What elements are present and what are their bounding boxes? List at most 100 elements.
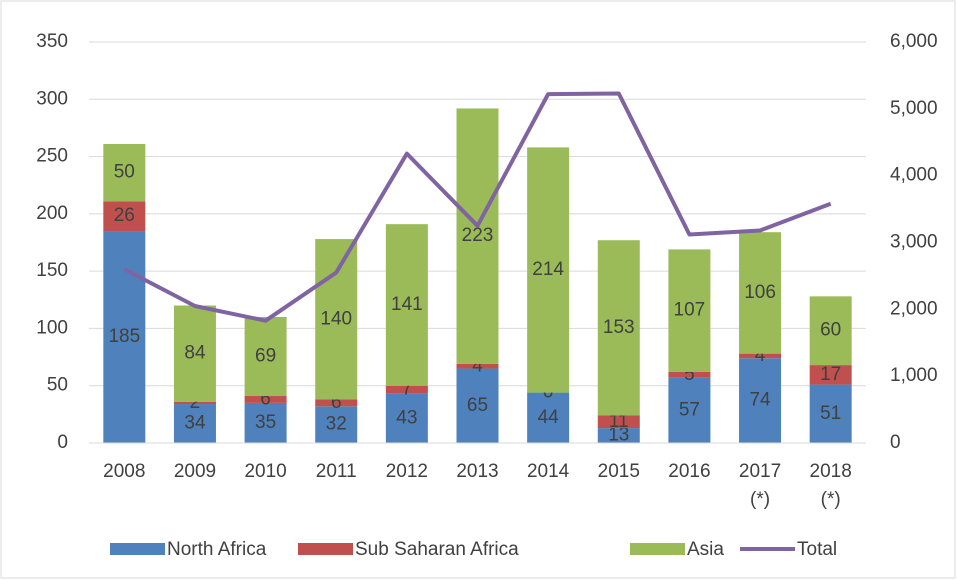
- x-tick-label: 2008: [103, 461, 145, 482]
- bar-segment: [103, 231, 146, 443]
- bar-segment: [809, 296, 852, 366]
- data-label: 4: [755, 345, 766, 366]
- data-label: 214: [532, 259, 564, 280]
- bar-segment: [668, 249, 711, 372]
- data-label: 6: [331, 392, 342, 413]
- data-label: 107: [674, 300, 706, 321]
- x-tick-label: 2016: [668, 461, 710, 482]
- data-label: 11: [609, 411, 629, 432]
- data-label: 60: [820, 320, 841, 341]
- x-tick-label-line: 2017: [739, 461, 781, 482]
- x-tick-label-line: 2016: [668, 461, 710, 482]
- x-tick-label: 2010: [244, 461, 286, 482]
- y-tick-label: 150: [36, 260, 68, 281]
- x-tick-label: 2017 (*): [739, 461, 781, 510]
- y-tick-label: 0: [57, 432, 68, 453]
- y-tick-label: 250: [36, 146, 68, 167]
- bar-segment: [456, 368, 499, 443]
- legend-label: Total: [797, 539, 837, 560]
- bar-segment: [244, 402, 287, 443]
- legend-swatch: [110, 543, 165, 555]
- bar-segment: [103, 143, 146, 202]
- y-tick-label: 200: [36, 203, 68, 224]
- x-tick-label-line: 2013: [456, 461, 498, 482]
- data-label: 26: [114, 205, 135, 226]
- x-tick-label: 2009: [174, 461, 216, 482]
- bar-segment: [456, 363, 499, 369]
- x-tick-label: 2015: [598, 461, 640, 482]
- x-tick-label-line: 2010: [244, 461, 286, 482]
- y2-tick-label: 2,000: [890, 298, 938, 319]
- data-label: 223: [462, 225, 494, 246]
- data-label: 35: [255, 412, 276, 433]
- legend-label: Asia: [687, 539, 724, 560]
- bar-segment: [244, 316, 287, 397]
- y2-tick-label: 5,000: [890, 98, 938, 119]
- bar-segment: [456, 108, 499, 364]
- data-label: 74: [749, 390, 771, 411]
- x-tick-label-line: 2015: [598, 461, 640, 482]
- y2-tick-label: 3,000: [890, 232, 938, 253]
- data-label: 6: [260, 388, 271, 409]
- bar-segment: [809, 384, 852, 443]
- bar-segment: [385, 385, 428, 394]
- total-line: [123, 91, 832, 323]
- data-label: 50: [114, 162, 135, 183]
- bar-segment: [103, 201, 146, 232]
- bar-segment: [385, 393, 428, 443]
- x-tick-label: 2013: [456, 461, 498, 482]
- data-label: 7: [402, 379, 413, 400]
- x-tick-label-line: 2011: [316, 461, 357, 482]
- bar-segment: [315, 399, 358, 407]
- x-tick-label: 2012: [386, 461, 428, 482]
- bar-segment: [597, 415, 640, 429]
- data-label: 17: [820, 364, 841, 385]
- x-tick-label-line: (*): [750, 489, 770, 510]
- x-tick-label-line: 2008: [103, 461, 145, 482]
- data-label: 84: [184, 343, 206, 364]
- x-tick-label-line: 2014: [527, 461, 570, 482]
- data-label: 57: [679, 399, 700, 420]
- data-label: 153: [603, 317, 635, 338]
- legend-swatch: [630, 543, 685, 555]
- data-label: 43: [396, 407, 417, 428]
- bar-segment: [739, 358, 782, 443]
- bar-segment: [527, 147, 570, 393]
- y-tick-label: 350: [36, 31, 68, 52]
- data-label: 141: [391, 294, 423, 315]
- x-tick-label-line: 2012: [386, 461, 428, 482]
- bar-segment: [527, 392, 570, 443]
- data-label: 13: [608, 425, 629, 446]
- data-label: 34: [184, 413, 206, 434]
- bar-segment: [173, 401, 216, 405]
- data-label: 44: [538, 407, 560, 428]
- bar-segment: [173, 305, 216, 402]
- bar-segment: [315, 406, 358, 443]
- x-tick-label-line: 2009: [174, 461, 216, 482]
- data-label: 32: [326, 414, 347, 435]
- x-tick-label: 2011: [316, 461, 357, 482]
- y2-tick-label: 0: [890, 432, 901, 453]
- x-tick-label-line: 2018: [810, 461, 852, 482]
- bar-segment: [668, 371, 711, 378]
- data-label: 2: [190, 392, 201, 413]
- bar-segment: [739, 353, 782, 359]
- y-tick-label: 100: [36, 317, 68, 338]
- data-label: 106: [744, 282, 776, 303]
- bar-segment: [385, 224, 428, 386]
- data-label: 69: [255, 346, 276, 367]
- bar-segment: [597, 240, 640, 416]
- bar-segment: [597, 428, 640, 443]
- y2-tick-label: 1,000: [890, 365, 938, 386]
- y2-tick-label: 4,000: [890, 165, 938, 186]
- bar-segment: [668, 377, 711, 443]
- data-label: 51: [820, 403, 841, 424]
- y-tick-label: 50: [47, 375, 68, 396]
- x-tick-label-line: (*): [821, 489, 841, 510]
- data-label: 4: [472, 355, 483, 376]
- bar-segment: [315, 239, 358, 400]
- bar-segment: [739, 232, 782, 354]
- bar-segment: [809, 365, 852, 385]
- legend-swatch: [298, 543, 353, 555]
